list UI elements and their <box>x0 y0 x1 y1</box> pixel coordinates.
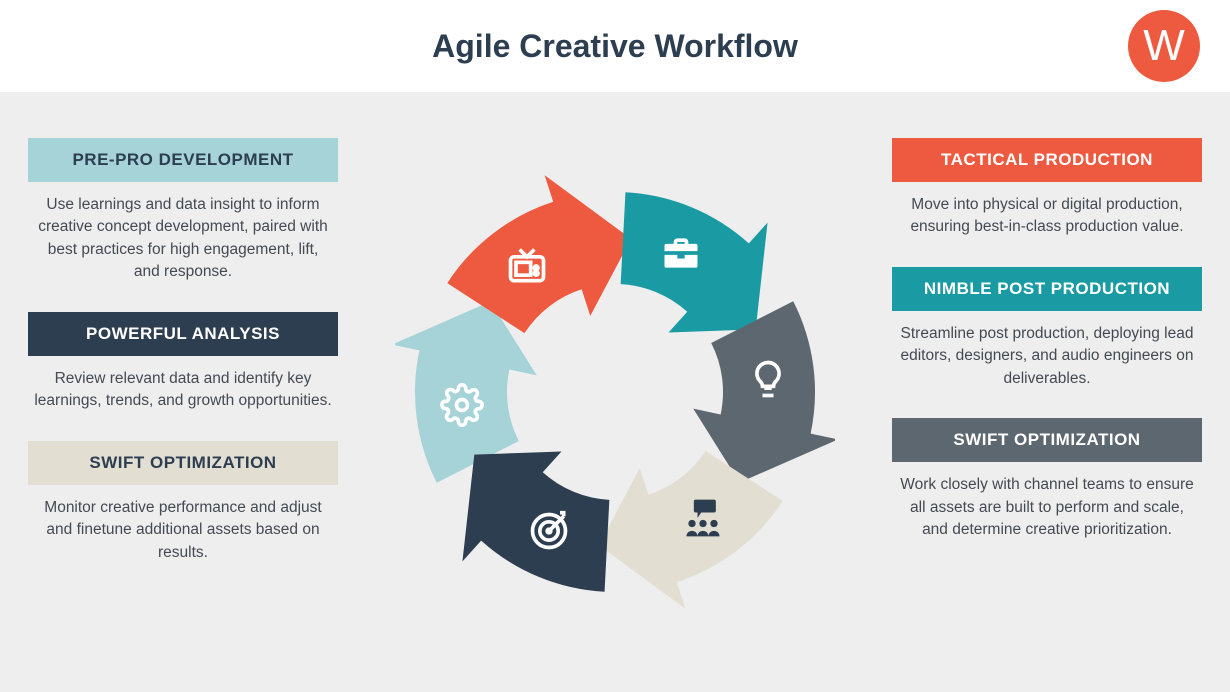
block-pre-pro: PRE-PRO DEVELOPMENT Use learnings and da… <box>28 138 338 284</box>
target-icon <box>527 509 571 553</box>
block-swift-opt-left: SWIFT OPTIMIZATION Monitor creative perf… <box>28 441 338 564</box>
block-title: PRE-PRO DEVELOPMENT <box>28 138 338 182</box>
bulb-icon <box>746 357 790 401</box>
block-desc: Streamline post production, deploying le… <box>892 311 1202 390</box>
block-nimble: NIMBLE POST PRODUCTION Streamline post p… <box>892 267 1202 390</box>
tv-icon <box>505 244 549 288</box>
gear-icon <box>440 383 484 427</box>
brand-logo: W <box>1128 10 1200 82</box>
briefcase-icon <box>659 231 703 275</box>
block-title: TACTICAL PRODUCTION <box>892 138 1202 182</box>
main-area: PRE-PRO DEVELOPMENT Use learnings and da… <box>0 92 1230 692</box>
right-column: TACTICAL PRODUCTION Move into physical o… <box>892 92 1202 692</box>
header: Agile Creative Workflow W <box>0 0 1230 92</box>
people-chat-icon <box>681 496 725 540</box>
block-title: POWERFUL ANALYSIS <box>28 312 338 356</box>
page-title: Agile Creative Workflow <box>432 28 798 65</box>
icon-layer <box>395 172 835 612</box>
block-desc: Use learnings and data insight to inform… <box>28 182 338 284</box>
block-desc: Review relevant data and identify key le… <box>28 356 338 413</box>
block-desc: Work closely with channel teams to ensur… <box>892 462 1202 541</box>
block-tactical: TACTICAL PRODUCTION Move into physical o… <box>892 138 1202 239</box>
block-title: NIMBLE POST PRODUCTION <box>892 267 1202 311</box>
arrow-wheel <box>395 172 835 612</box>
cycle-diagram <box>338 92 892 692</box>
block-swift-opt-right: SWIFT OPTIMIZATION Work closely with cha… <box>892 418 1202 541</box>
block-desc: Monitor creative performance and adjust … <box>28 485 338 564</box>
block-title: SWIFT OPTIMIZATION <box>892 418 1202 462</box>
block-desc: Move into physical or digital production… <box>892 182 1202 239</box>
left-column: PRE-PRO DEVELOPMENT Use learnings and da… <box>28 92 338 692</box>
block-analysis: POWERFUL ANALYSIS Review relevant data a… <box>28 312 338 413</box>
block-title: SWIFT OPTIMIZATION <box>28 441 338 485</box>
